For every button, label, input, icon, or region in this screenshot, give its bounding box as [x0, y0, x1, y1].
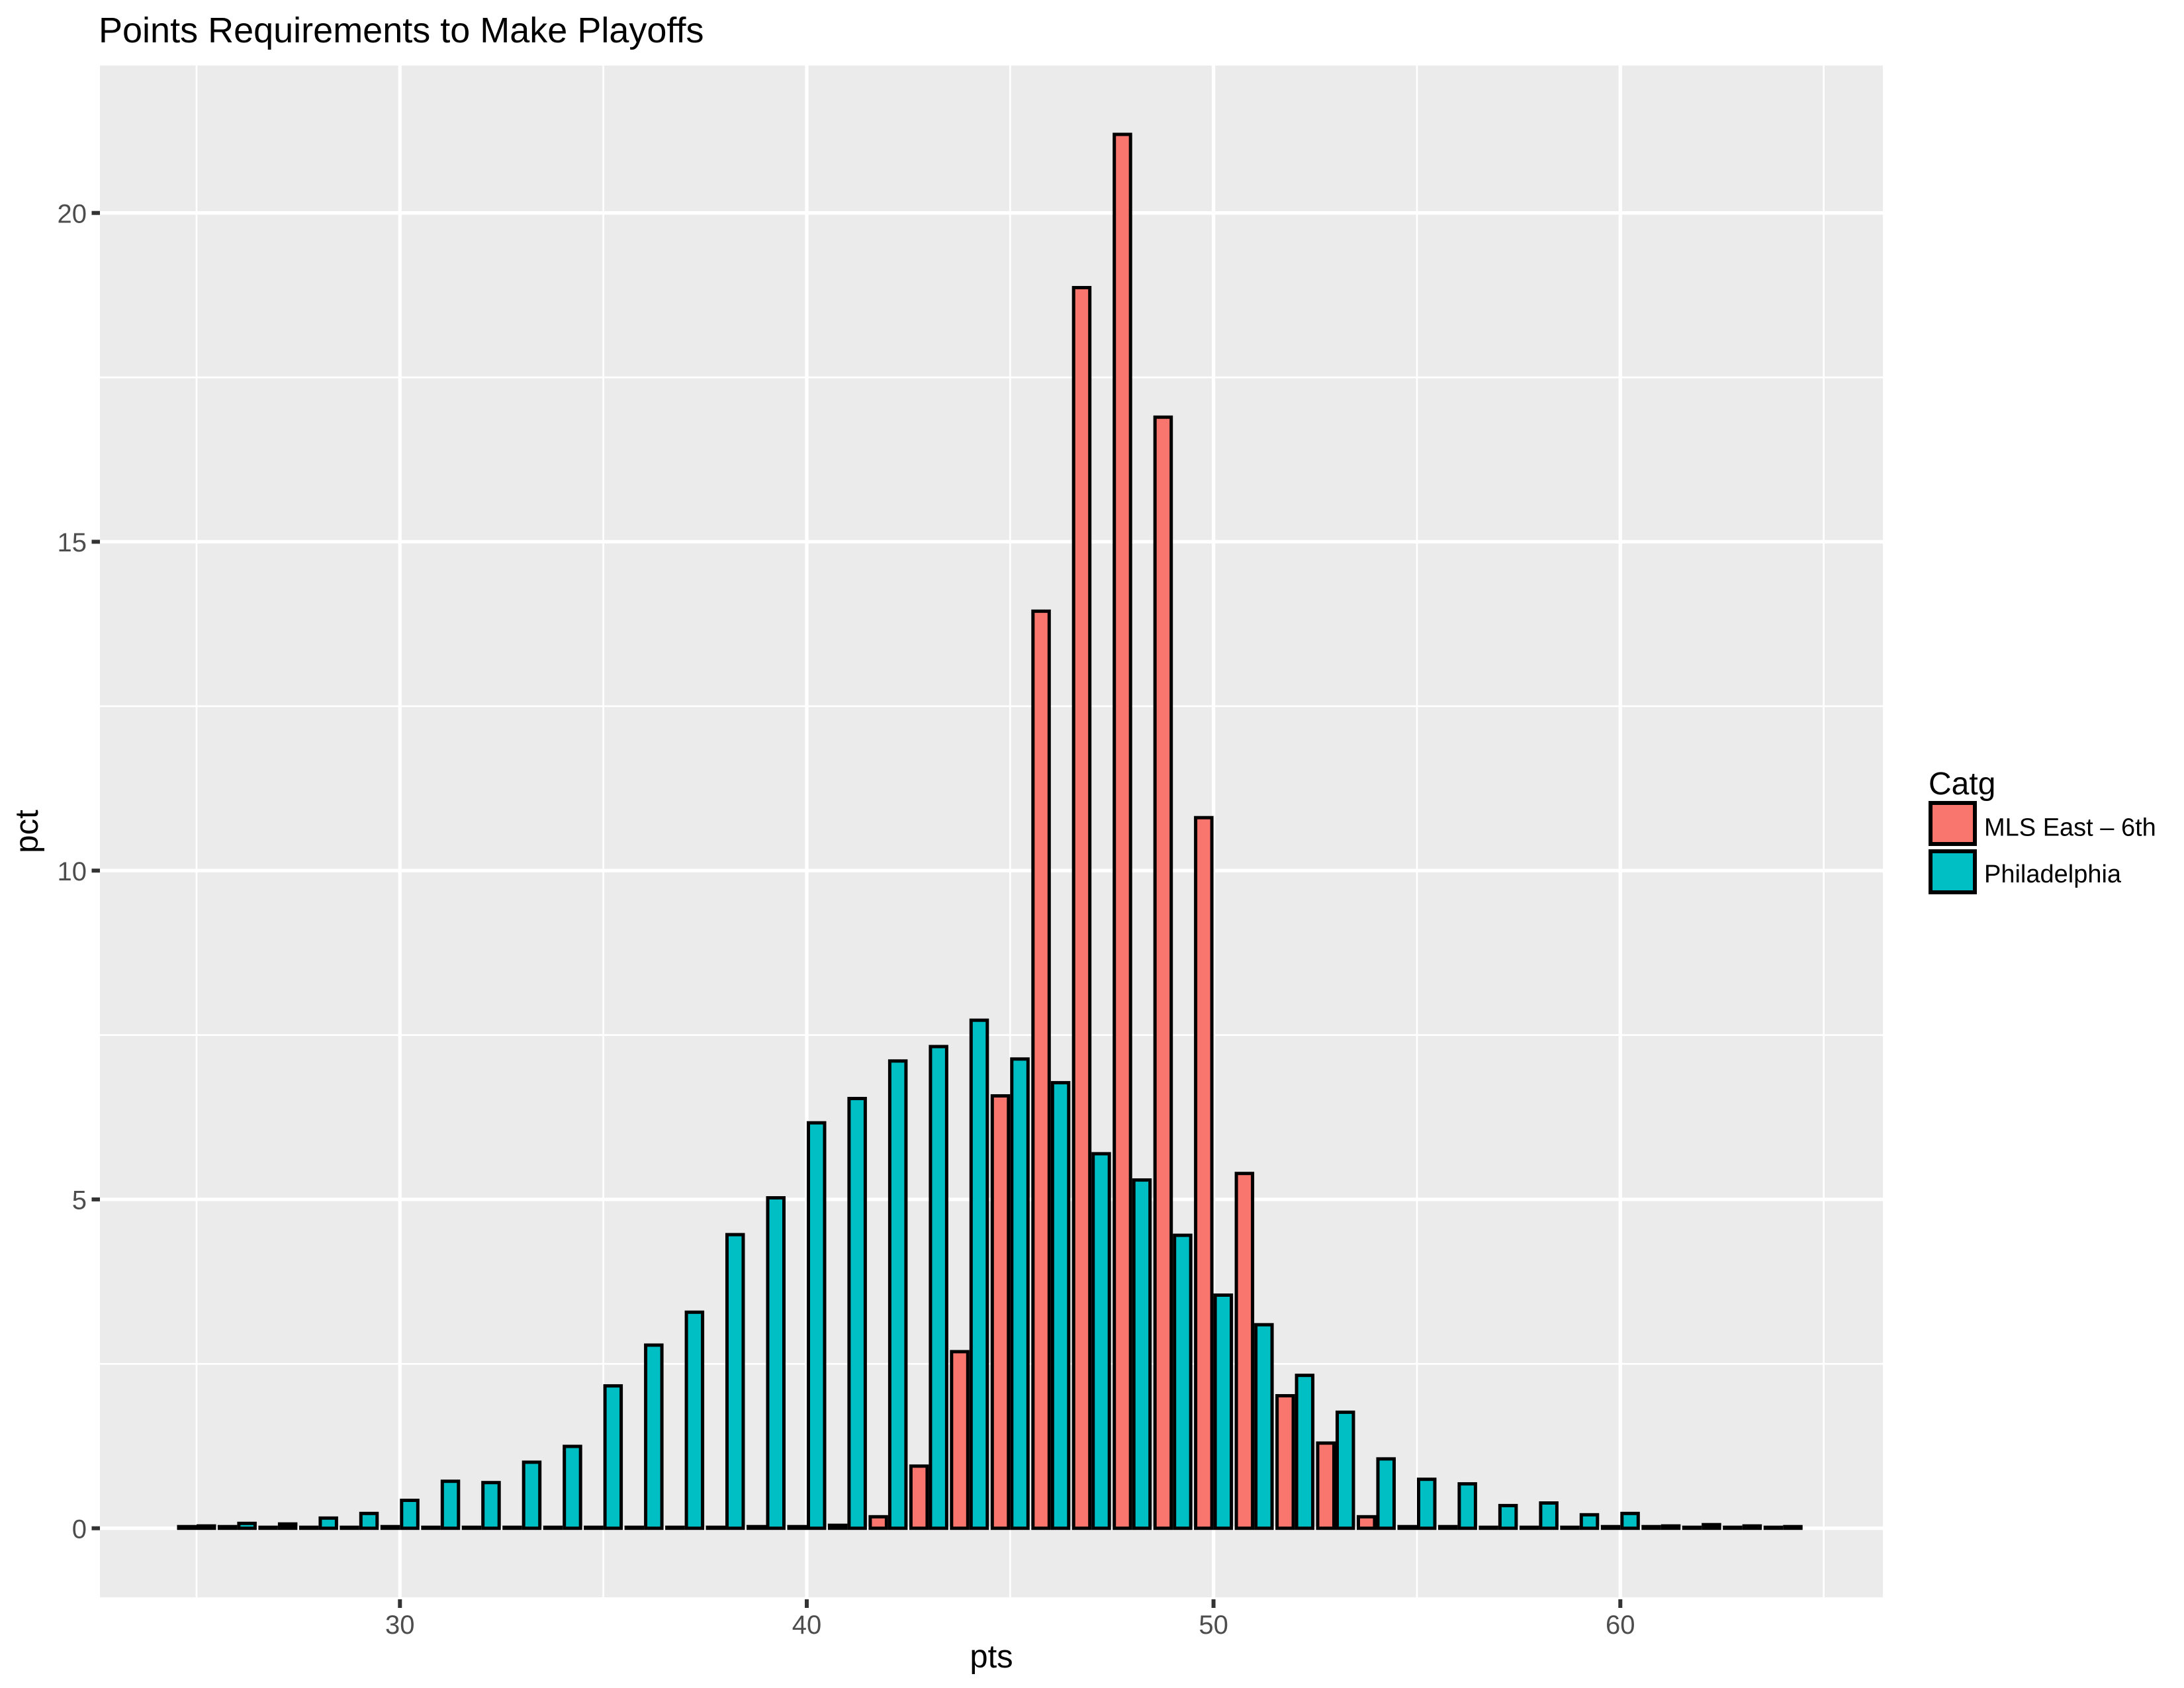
svg-text:Catg: Catg — [1929, 767, 1995, 802]
svg-text:40: 40 — [792, 1611, 822, 1640]
svg-text:60: 60 — [1606, 1611, 1635, 1640]
svg-text:10: 10 — [58, 857, 87, 886]
svg-text:pct: pct — [9, 810, 45, 853]
svg-text:Points Requirements to Make Pl: Points Requirements to Make Playoffs — [99, 11, 704, 50]
svg-text:30: 30 — [385, 1611, 415, 1640]
svg-text:5: 5 — [72, 1186, 87, 1215]
svg-text:50: 50 — [1199, 1611, 1228, 1640]
svg-text:MLS East – 6th: MLS East – 6th — [1984, 814, 2156, 842]
svg-text:Philadelphia: Philadelphia — [1984, 861, 2122, 888]
svg-text:15: 15 — [58, 528, 87, 557]
svg-text:pts: pts — [970, 1639, 1013, 1675]
svg-text:20: 20 — [58, 199, 87, 228]
svg-text:0: 0 — [72, 1515, 87, 1544]
